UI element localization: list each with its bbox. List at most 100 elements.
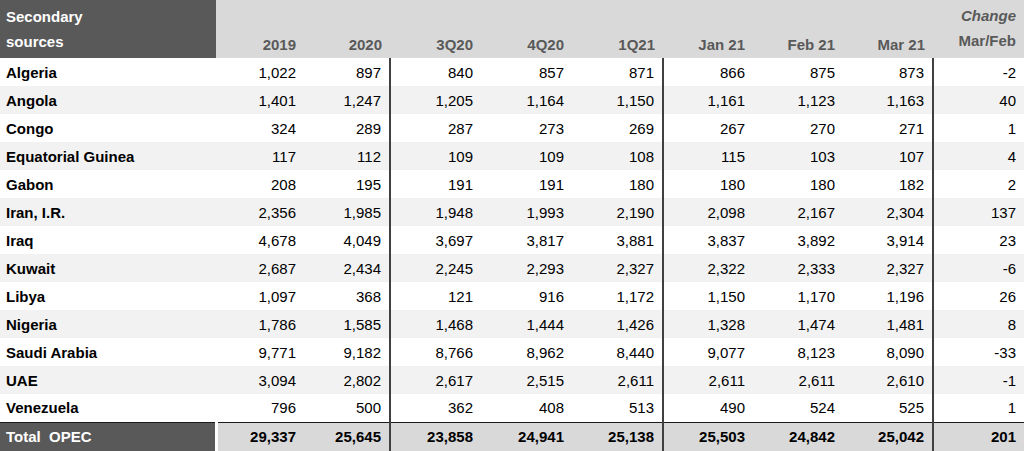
country-cell: Iran, I.R. [0,198,216,226]
total-value-cell: 25,645 [304,422,390,451]
change-cell: 23 [933,226,1024,254]
change-cell: 1 [933,114,1024,142]
change-cell: -33 [933,338,1024,366]
country-cell: Saudi Arabia [0,338,216,366]
total-value-cell: 25,503 [663,422,753,451]
value-cell: 2,190 [572,198,663,226]
total-value-cell: 24,842 [753,422,843,451]
value-cell: 287 [390,114,481,142]
title-line1: Secondary [6,4,216,29]
value-cell: 9,771 [216,338,304,366]
total-change-cell: 201 [933,422,1024,451]
change-column-header: Change Mar/Feb [933,0,1024,58]
value-cell: 2,802 [304,366,390,394]
change-cell: 40 [933,86,1024,114]
value-cell: 368 [304,282,390,310]
table-row: Congo3242892872732692672702711 [0,114,1024,142]
value-cell: 857 [481,58,572,86]
value-cell: 109 [390,142,481,170]
value-cell: 1,993 [481,198,572,226]
value-cell: 2,327 [843,254,933,282]
change-cell: -1 [933,366,1024,394]
total-value-cell: 29,337 [216,422,304,451]
value-cell: 897 [304,58,390,86]
table-row: Nigeria1,7861,5851,4681,4441,4261,3281,4… [0,310,1024,338]
change-cell: 2 [933,170,1024,198]
column-header-mar-21: Mar 21 [843,0,933,58]
value-cell: 2,293 [481,254,572,282]
value-cell: 2,304 [843,198,933,226]
country-cell: UAE [0,366,216,394]
column-header-2019: 2019 [216,0,304,58]
value-cell: 3,914 [843,226,933,254]
header-row: Secondary sources 201920203Q204Q201Q21Ja… [0,0,1024,58]
change-cell: 26 [933,282,1024,310]
value-cell: 2,611 [572,366,663,394]
change-cell: 1 [933,394,1024,422]
value-cell: 271 [843,114,933,142]
value-cell: 513 [572,394,663,422]
title-line2: sources [6,29,216,54]
value-cell: 3,697 [390,226,481,254]
value-cell: 121 [390,282,481,310]
change-cell: 137 [933,198,1024,226]
value-cell: 180 [663,170,753,198]
value-cell: 180 [753,170,843,198]
country-cell: Venezuela [0,394,216,422]
value-cell: 4,678 [216,226,304,254]
country-cell: Algeria [0,58,216,86]
value-cell: 3,094 [216,366,304,394]
value-cell: 273 [481,114,572,142]
country-cell: Kuwait [0,254,216,282]
value-cell: 2,434 [304,254,390,282]
total-label-cell: Total OPEC [0,422,216,451]
value-cell: 1,172 [572,282,663,310]
value-cell: 1,786 [216,310,304,338]
total-value-cell: 25,138 [572,422,663,451]
value-cell: 8,766 [390,338,481,366]
table-body: Algeria1,022897840857871866875873-2Angol… [0,58,1024,422]
table-row: Algeria1,022897840857871866875873-2 [0,58,1024,86]
value-cell: 270 [753,114,843,142]
value-cell: 1,163 [843,86,933,114]
value-cell: 873 [843,58,933,86]
value-cell: 103 [753,142,843,170]
value-cell: 1,150 [663,282,753,310]
table-row: Saudi Arabia9,7719,1828,7668,9628,4409,0… [0,338,1024,366]
value-cell: 324 [216,114,304,142]
value-cell: 2,167 [753,198,843,226]
value-cell: 2,611 [753,366,843,394]
total-row: Total OPEC 29,33725,64523,85824,94125,13… [0,422,1024,451]
value-cell: 108 [572,142,663,170]
change-header-line1: Change [933,4,1016,28]
value-cell: 8,123 [753,338,843,366]
value-cell: 1,247 [304,86,390,114]
value-cell: 1,164 [481,86,572,114]
value-cell: 191 [481,170,572,198]
value-cell: 2,322 [663,254,753,282]
value-cell: 1,123 [753,86,843,114]
column-header-3q20: 3Q20 [390,0,481,58]
country-cell: Libya [0,282,216,310]
table-row: Libya1,0973681219161,1721,1501,1701,1962… [0,282,1024,310]
value-cell: 2,333 [753,254,843,282]
change-cell: 8 [933,310,1024,338]
value-cell: 1,444 [481,310,572,338]
country-cell: Equatorial Guinea [0,142,216,170]
table-title-cell: Secondary sources [0,0,216,58]
value-cell: 1,401 [216,86,304,114]
column-header-jan-21: Jan 21 [663,0,753,58]
value-cell: 2,327 [572,254,663,282]
total-value-cell: 25,042 [843,422,933,451]
value-cell: 1,328 [663,310,753,338]
value-cell: 1,985 [304,198,390,226]
value-cell: 208 [216,170,304,198]
value-cell: 2,245 [390,254,481,282]
value-cell: 840 [390,58,481,86]
change-cell: -6 [933,254,1024,282]
total-value-cell: 23,858 [390,422,481,451]
value-cell: 3,892 [753,226,843,254]
table-row: Angola1,4011,2471,2051,1641,1501,1611,12… [0,86,1024,114]
table-row: Iran, I.R.2,3561,9851,9481,9932,1902,098… [0,198,1024,226]
total-value-cell: 24,941 [481,422,572,451]
